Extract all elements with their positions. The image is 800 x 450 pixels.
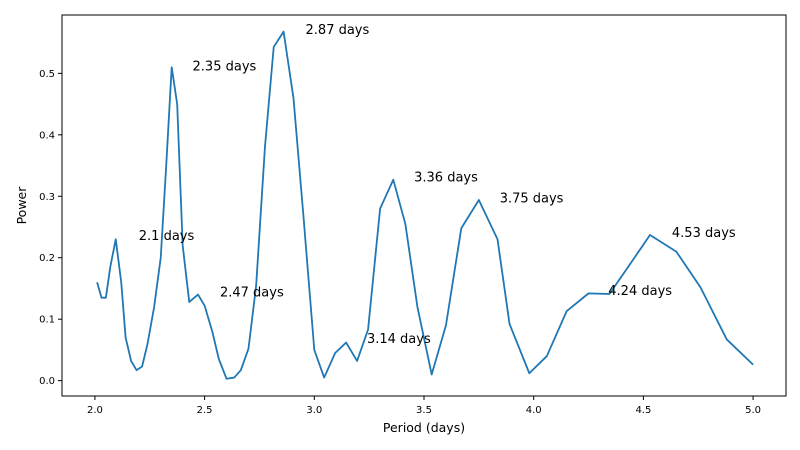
y-tick-label: 0.2: [39, 253, 55, 264]
x-tick-label: 3.0: [306, 405, 322, 416]
x-tick-label: 4.0: [526, 405, 542, 416]
peak-annotation-3: 2.87 days: [306, 23, 370, 38]
peak-annotation-1: 2.35 days: [193, 59, 257, 74]
peak-annotation-6: 3.75 days: [500, 191, 564, 206]
power-series-line-0: [96, 30, 754, 380]
peak-annotation-5: 3.36 days: [414, 171, 478, 186]
x-tick-label: 4.5: [635, 405, 651, 416]
plot-content: [96, 30, 754, 380]
x-tick-label: 2.0: [87, 405, 103, 416]
y-axis-ticks: 0.0 0.1 0.2 0.3 0.4 0.5: [39, 69, 62, 387]
x-axis-label: Period (days): [383, 420, 465, 435]
peak-annotation-0: 2.1 days: [139, 229, 195, 244]
y-tick-label: 0.0: [39, 376, 55, 387]
x-tick-label: 3.5: [416, 405, 432, 416]
x-tick-label: 2.5: [197, 405, 213, 416]
annotation-layer: 2.1 days 2.35 days 2.47 days 2.87 days 3.14 …: [139, 23, 736, 347]
peak-annotation-4: 3.14 days: [367, 332, 431, 347]
x-tick-label: 5.0: [745, 405, 761, 416]
y-tick-label: 0.3: [39, 192, 55, 203]
y-tick-label: 0.4: [39, 130, 55, 141]
y-axis-label: Power: [14, 186, 29, 225]
y-tick-label: 0.5: [39, 69, 55, 80]
x-axis-ticks: 2.0 2.5 3.0 3.5 4.0 4.5 5.0: [87, 396, 761, 416]
y-tick-label: 0.1: [39, 315, 55, 326]
peak-annotation-2: 2.47 days: [220, 285, 284, 300]
peak-annotation-7: 4.24 days: [608, 284, 672, 299]
peak-annotation-8: 4.53 days: [672, 226, 736, 241]
